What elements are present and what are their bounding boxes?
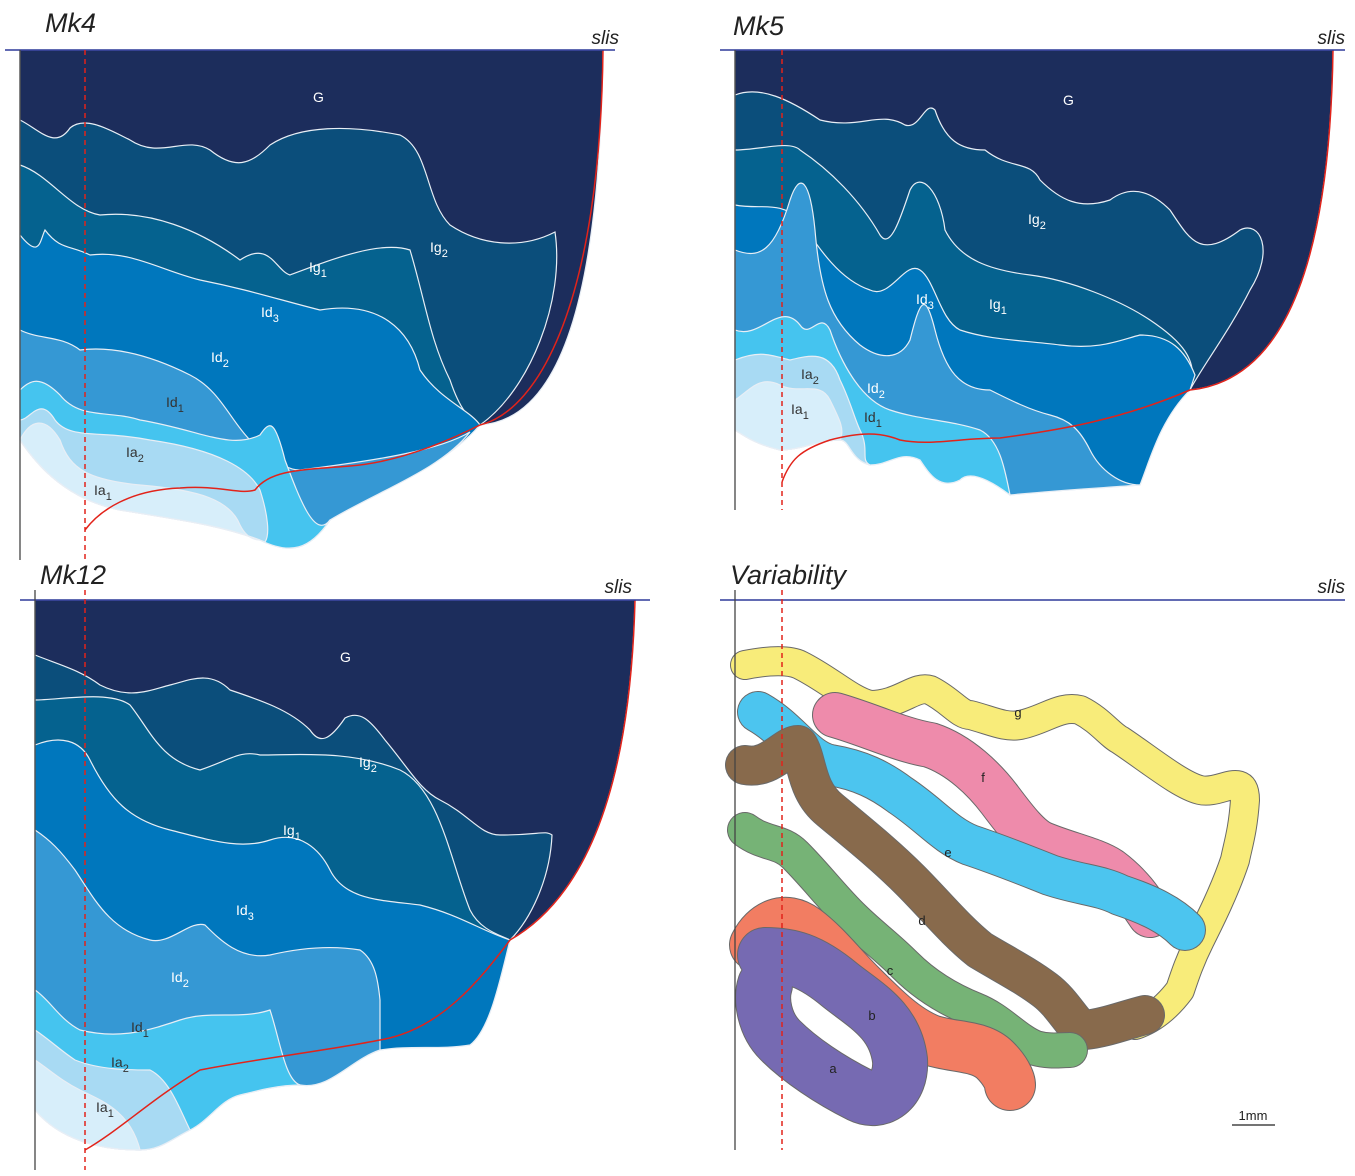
label-text: G [313,89,324,105]
label-subscript: 2 [879,389,885,401]
label-text: Ig [989,296,1001,312]
label-subscript: 2 [123,1063,129,1075]
label-text: Ia [96,1099,108,1115]
variability-region [745,661,1245,1098]
label-subscript: 1 [108,1108,114,1120]
label-subscript: 1 [295,831,301,843]
label-subscript: 2 [183,978,189,990]
label-text: Ia [126,444,138,460]
label-subscript: 2 [223,358,229,370]
label-text: Id [867,380,879,396]
layer-label: G [313,89,324,105]
blob-label: b [868,1008,875,1023]
label-text: Ia [111,1054,123,1070]
label-text: Ig [283,822,295,838]
label-text: Ig [359,754,371,770]
scale-bar-label: 1mm [1239,1108,1268,1123]
label-subscript: 1 [1001,305,1007,317]
panel-title: Mk4 [45,8,96,38]
label-subscript: 3 [928,300,934,312]
label-subscript: 2 [813,375,819,387]
label-subscript: 1 [876,418,882,430]
label-text: Ig [430,239,442,255]
blob-label: a [829,1061,837,1076]
label-text: Ig [309,259,321,275]
layer-region [735,50,1333,495]
label-subscript: 2 [1040,220,1046,232]
panel-title: Variability [730,560,848,590]
label-text: Id [131,1019,143,1035]
panel-mk12: Mk12 slis G Ig2 Ig1 Id3 Id2 Id1 Ia2 Ia1 [20,560,650,1170]
blob-label: e [944,845,951,860]
label-subscript: 1 [106,491,112,503]
label-text: Id [211,349,223,365]
panel-mk4: Mk4 slis G Ig2 Ig1 Id3 Id2 Id1 Ia2 Ia1 [5,8,619,560]
label-text: Id [166,394,178,410]
label-subscript: 3 [273,313,279,325]
label-subscript: 2 [371,763,377,775]
label-subscript: 2 [138,453,144,465]
label-subscript: 1 [178,403,184,415]
reference-label: slis [605,577,633,598]
panel-mk5: Mk5 slis G Ig2 Ig1 Id3 Id2 Id1 Ia2 Ia1 [720,11,1345,510]
panel-variability: Variability slis g f e d c b a 1mm [720,560,1345,1150]
label-text: Ia [801,366,813,382]
reference-label: slis [1318,577,1346,598]
label-subscript: 1 [321,268,327,280]
label-text: Ia [94,482,106,498]
label-text: Id [916,291,928,307]
label-text: Ia [791,401,803,417]
layer-label: G [1063,92,1074,108]
panel-title: Mk5 [733,11,785,41]
label-subscript: 2 [442,248,448,260]
label-text: Id [864,409,876,425]
label-subscript: 1 [803,410,809,422]
label-text: Id [261,304,273,320]
label-subscript: 1 [143,1028,149,1040]
figure: Mk4 slis G Ig2 Ig1 Id3 Id2 Id1 Ia2 Ia1 M… [0,0,1355,1176]
panel-title: Mk12 [40,560,106,590]
reference-label: slis [1318,28,1346,49]
layer-region [20,50,603,548]
label-text: G [340,649,351,665]
reference-label: slis [592,28,620,49]
label-text: Ig [1028,211,1040,227]
blob-label: g [1014,705,1021,720]
layer-label: G [340,649,351,665]
label-text: Id [171,969,183,985]
blob-label: d [918,913,925,928]
label-text: Id [236,902,248,918]
label-subscript: 3 [248,911,254,923]
label-text: G [1063,92,1074,108]
blob-label: c [887,963,894,978]
blob-label: f [981,770,985,785]
